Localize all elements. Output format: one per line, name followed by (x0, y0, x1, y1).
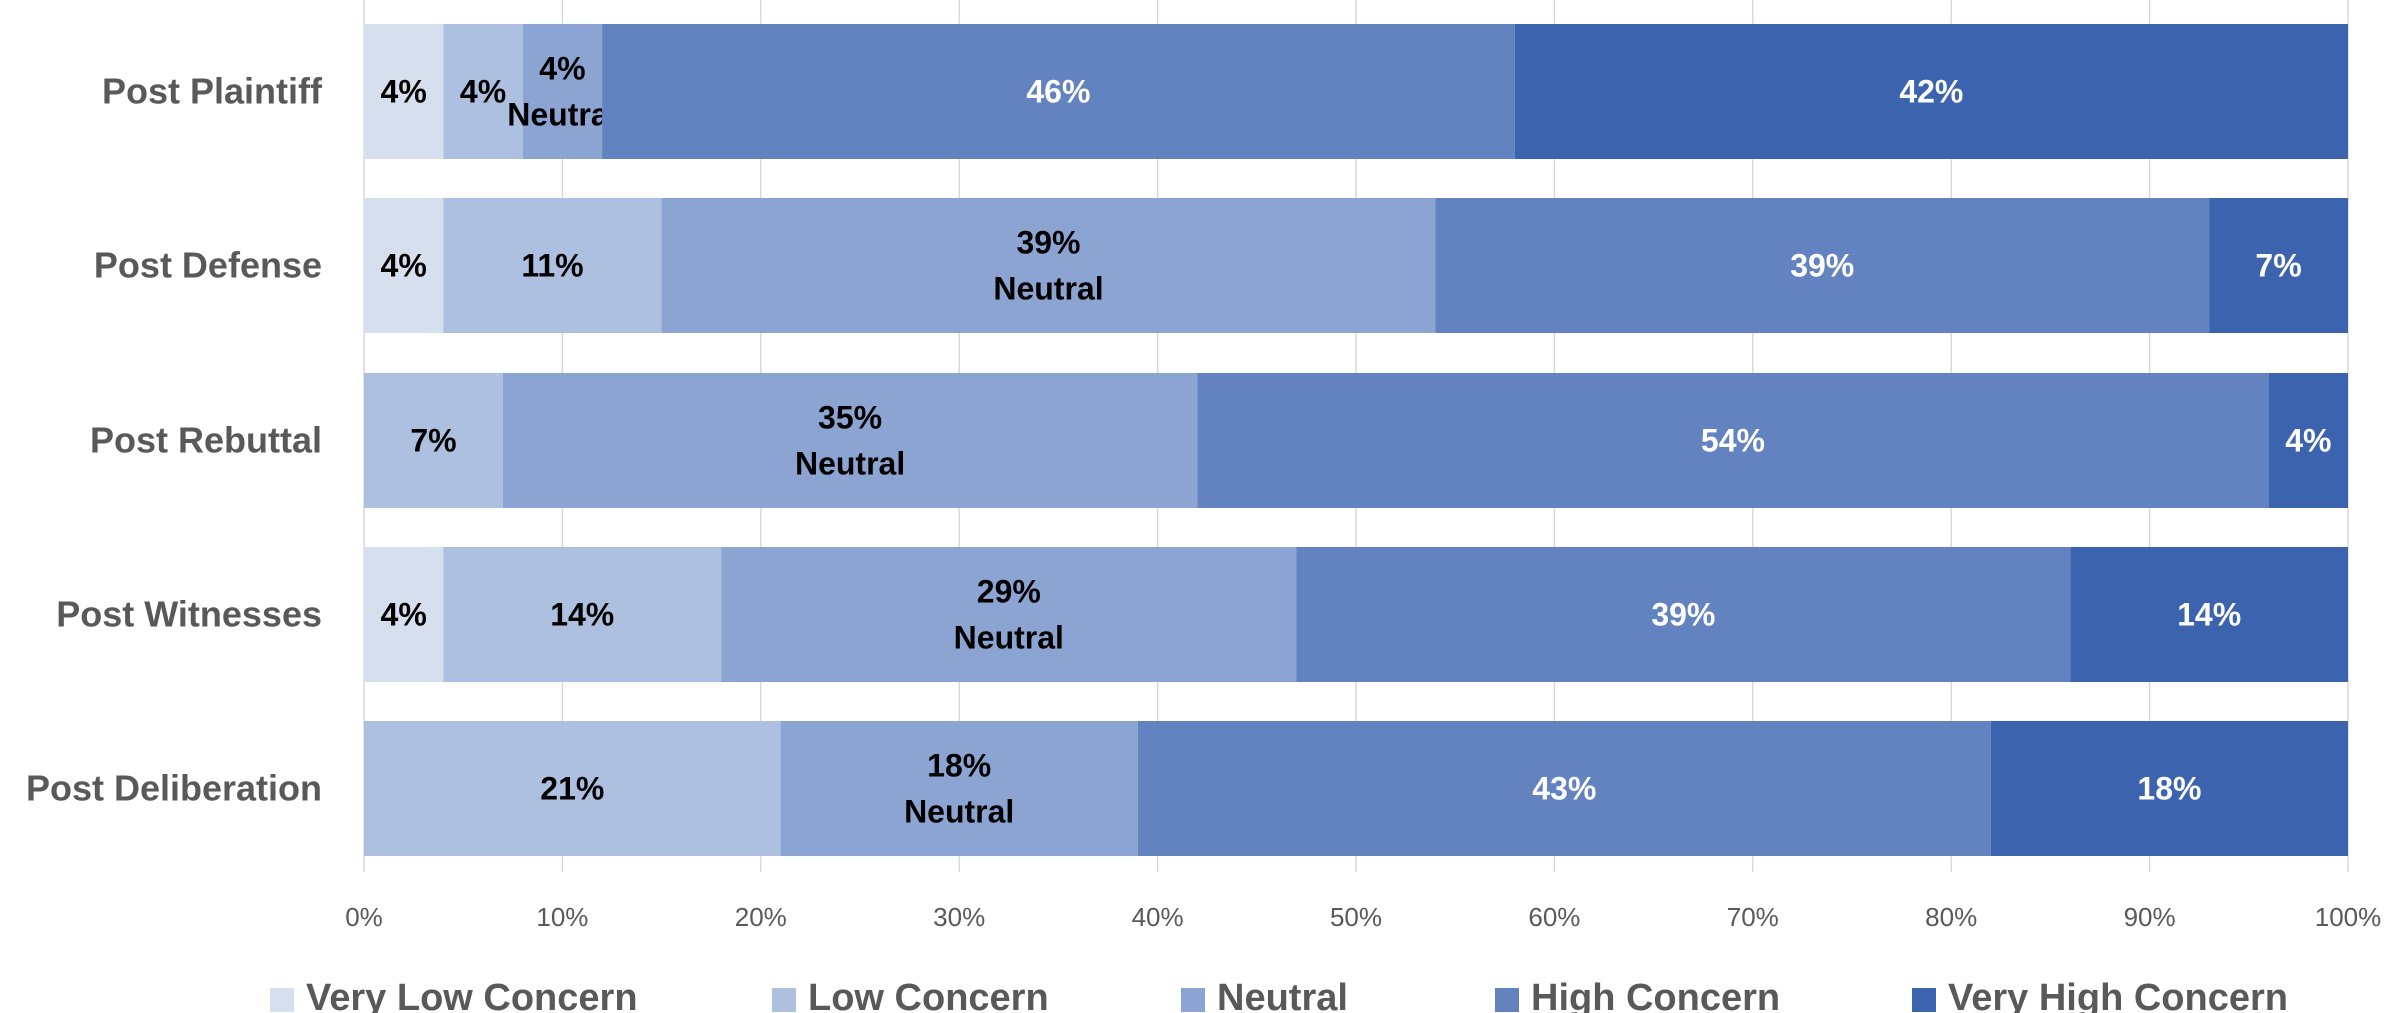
data-label: 4% (381, 248, 427, 284)
data-label: 39% (1790, 248, 1854, 284)
legend-swatch (1181, 988, 1205, 1012)
bar-segment (721, 547, 1297, 682)
legend-label: High Concern (1531, 977, 1780, 1013)
bar-segment (1296, 547, 2071, 682)
bar-segment (1197, 373, 2269, 508)
data-label: 4% (539, 51, 585, 87)
bar-segment (443, 547, 722, 682)
bar-segment (661, 198, 1436, 333)
legend-swatch (772, 988, 796, 1012)
data-label-series-name: Neutral (507, 97, 617, 133)
legend-label: Neutral (1217, 977, 1348, 1013)
bar-segment (1435, 198, 2210, 333)
bar-segment (502, 373, 1198, 508)
data-label: 39% (1016, 225, 1080, 261)
data-label: 29% (977, 574, 1041, 610)
data-label: 4% (2285, 423, 2331, 459)
legend-swatch (270, 988, 294, 1012)
data-label: 18% (927, 748, 991, 784)
x-tick-label: 100% (2315, 902, 2382, 932)
x-tick-label: 90% (2124, 902, 2176, 932)
x-tick-label: 50% (1330, 902, 1382, 932)
data-label-series-name: Neutral (795, 446, 905, 482)
bar-segment (1990, 721, 2348, 856)
category-label: Post Plaintiff (102, 71, 323, 112)
x-tick-label: 0% (345, 902, 383, 932)
bar-segment (602, 24, 1515, 159)
data-label: 46% (1026, 74, 1090, 110)
data-label: 11% (521, 248, 583, 284)
data-label: 7% (410, 423, 456, 459)
bar-segment (522, 24, 603, 159)
bar-segment (1514, 24, 2348, 159)
data-label: 4% (381, 74, 427, 110)
data-label: 14% (2177, 597, 2241, 633)
x-tick-label: 70% (1727, 902, 1779, 932)
x-axis-tick-labels: 0% 10% 20% 30% 40% 50% 60% 70% 80% 90% 100% (345, 902, 2381, 932)
bar-segment (364, 721, 781, 856)
data-label: 35% (818, 400, 882, 436)
bar-segment (2209, 198, 2348, 333)
x-tick-label: 80% (1925, 902, 1977, 932)
data-label: 42% (1899, 74, 1963, 110)
data-label: 39% (1651, 597, 1715, 633)
x-tick-label: 20% (735, 902, 787, 932)
category-label: Post Defense (94, 245, 322, 286)
data-label: 43% (1532, 771, 1596, 807)
x-tick-label: 10% (536, 902, 588, 932)
bar-segment (2268, 373, 2348, 508)
category-label: Post Witnesses (56, 594, 322, 635)
data-label: 54% (1701, 423, 1765, 459)
data-label-series-name: Neutral (954, 620, 1064, 656)
x-tick-label: 40% (1132, 902, 1184, 932)
category-label: Post Deliberation (26, 768, 322, 809)
legend-swatch (1912, 988, 1936, 1012)
data-label: 4% (381, 597, 427, 633)
data-label-series-name: Neutral (993, 271, 1103, 307)
legend-swatch (1495, 988, 1519, 1012)
legend: Very Low Concern Low Concern Neutral High C… (270, 977, 2288, 1013)
bar-segment (780, 721, 1138, 856)
bar-segment (364, 547, 444, 682)
data-label: 21% (540, 771, 604, 807)
data-label: 14% (550, 597, 614, 633)
bar-segment (443, 24, 523, 159)
bar-segment (364, 24, 444, 159)
category-labels: Post Plaintiff Post Defense Post Rebuttal P… (26, 71, 323, 809)
data-label: 7% (2255, 248, 2301, 284)
legend-label: Low Concern (808, 977, 1049, 1013)
legend-label: Very High Concern (1948, 977, 2288, 1013)
category-label: Post Rebuttal (90, 420, 322, 461)
data-label: 18% (2137, 771, 2201, 807)
bar-segment (364, 373, 503, 508)
x-tick-label: 60% (1528, 902, 1580, 932)
bar-segment (364, 198, 444, 333)
bar-segment (1137, 721, 1991, 856)
bar-segment (443, 198, 662, 333)
x-tick-label: 30% (933, 902, 985, 932)
legend-label: Very Low Concern (306, 977, 638, 1013)
data-label: 4% (460, 74, 506, 110)
bar-segment (2070, 547, 2348, 682)
data-label-series-name: Neutral (904, 794, 1014, 830)
